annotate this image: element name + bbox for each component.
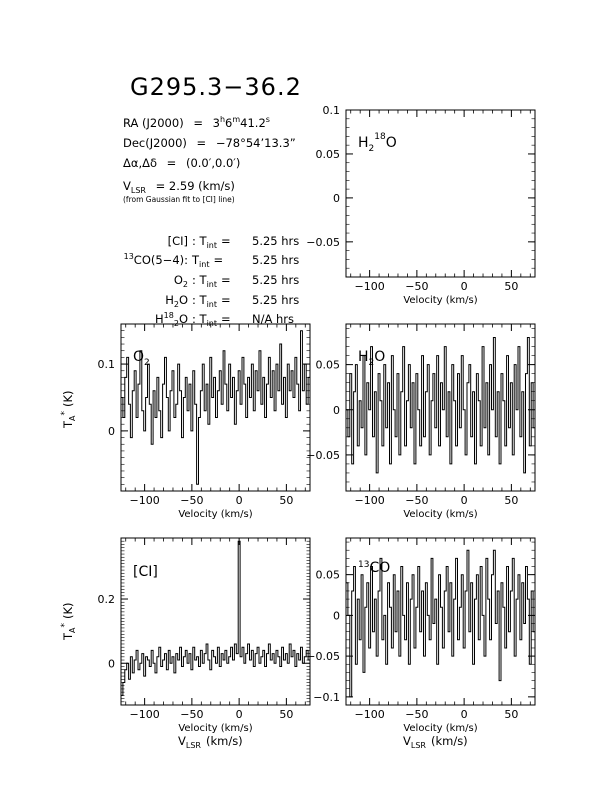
integration-times: [CI] : Tint = 5.25 hrs 13CO(5−4): Tint = 5.25 h… — [124, 234, 300, 328]
y-tick-label: 0.1 — [98, 358, 116, 371]
tint-value: 5.25 hrs — [252, 253, 299, 267]
offset-value: (0.0′,0.0′) — [186, 156, 240, 170]
x-axis-label-vlsr-right: VLSR (km/s) — [403, 734, 468, 750]
tint-line-name: O2 — [174, 273, 188, 289]
panel-label-13co: 13CO — [358, 560, 390, 576]
x-axis-label: Velocity (km/s) — [403, 723, 477, 734]
x-tick-label: 50 — [504, 494, 518, 507]
y-tick-label: 0 — [333, 404, 340, 417]
y-tick-label: 0.05 — [316, 148, 341, 161]
vlsr-note: (from Gaussian fit to [CI] line) — [123, 195, 235, 204]
tint-value: 5.25 hrs — [252, 293, 299, 307]
panel-ci: −100 −50 0 50 0.2 0 Velocity (km/s) [CI] — [98, 537, 311, 734]
spectrum-line-ci — [121, 540, 310, 696]
x-tick-label: −50 — [405, 708, 428, 721]
x-axis-label: Velocity (km/s) — [178, 723, 252, 734]
y-tick-label: 0 — [333, 192, 340, 205]
y-tick-label: −0.05 — [306, 449, 340, 462]
y-tick-label: 0 — [333, 609, 340, 622]
figure-title: G295.3−36.2 — [130, 73, 302, 101]
y-tick-label: 0 — [108, 425, 115, 438]
y-tick-label: −0.05 — [306, 236, 340, 249]
y-axis-label-ta: TA*(K) — [60, 602, 77, 641]
y-axis-label-ta: TA*(K) — [60, 390, 77, 429]
panel-label-h2o: H2O — [358, 349, 385, 368]
x-tick-label: 50 — [504, 280, 518, 293]
x-tick-label: −50 — [405, 280, 428, 293]
svg-text:Dec(J2000) = −78°5: Dec(J2000) = −78°54’13.3” — [123, 136, 296, 150]
tint-label: : Tint = — [192, 273, 231, 289]
x-tick-label: −50 — [180, 494, 203, 507]
y-tick-label: 0.05 — [316, 569, 341, 582]
plot-frame — [345, 109, 536, 278]
vlsr-label: V — [123, 179, 131, 193]
panel-label-h218o: H218O — [358, 132, 397, 154]
ra-label: RA (J2000) — [123, 116, 184, 130]
tint-line-name: H2O — [165, 293, 188, 309]
x-tick-label: 0 — [236, 708, 243, 721]
panel-h218o: −100 −50 0 50 0.1 0.05 0 −0.05 Velocity (km/s) H2… — [306, 104, 536, 306]
tint-label: : Tint = — [192, 234, 231, 250]
plot-frame — [345, 537, 536, 706]
x-axis-label: Velocity (km/s) — [178, 509, 252, 520]
x-tick-label: 0 — [461, 708, 468, 721]
panel-label-o2: O2 — [133, 349, 150, 368]
x-tick-label: 0 — [461, 280, 468, 293]
tint-label: : Tint = — [192, 293, 231, 309]
svg-text:VLSR = 2.59 (km/s): VLSR = 2.59 (km/s) — [123, 179, 235, 196]
panel-o2: −100 −50 0 50 0.1 0 Velocity (km/s) O2 — [98, 323, 311, 520]
x-axis-label: Velocity (km/s) — [403, 509, 477, 520]
x-tick-label: −50 — [405, 494, 428, 507]
ra-seconds: 41.2 — [240, 116, 266, 130]
dec-label: Dec(J2000) — [123, 136, 187, 150]
tint-line-name: [CI] — [168, 234, 188, 248]
y-tick-label: 0.2 — [98, 593, 116, 606]
tint-value: 5.25 hrs — [252, 273, 299, 287]
y-tick-label: 0.1 — [323, 104, 341, 117]
spectrum-line-o2 — [121, 330, 310, 485]
panel-13co: −100 −50 0 50 0.05 0 −0.05 −0.1 Velocity (km/s) 1… — [306, 537, 536, 734]
x-tick-label: 0 — [461, 494, 468, 507]
svg-text:Δα,Δδ = (0.0′,0.0′: Δα,Δδ = (0.0′,0.0′) — [123, 156, 240, 170]
x-tick-label: −100 — [130, 708, 160, 721]
x-axis-label: Velocity (km/s) — [403, 295, 477, 306]
tint-value: N/A hrs — [252, 312, 294, 326]
svg-text:RA (J2000) = 3h6m4: RA (J2000) = 3h6m41.2s — [123, 115, 270, 130]
y-tick-label: 0.05 — [316, 359, 341, 372]
dec-value: −78°54’13.3” — [216, 136, 296, 150]
x-tick-label: 50 — [279, 708, 293, 721]
x-tick-label: −100 — [355, 494, 385, 507]
ra-minutes: 6 — [225, 116, 232, 130]
x-tick-label: −50 — [180, 708, 203, 721]
panel-h2o: −100 −50 0 50 0.05 0 −0.05 Velocity (km/s) H2O — [306, 323, 536, 520]
offset-label: Δα,Δδ — [123, 156, 157, 170]
tint-value: 5.25 hrs — [252, 234, 299, 248]
x-tick-label: 50 — [279, 494, 293, 507]
y-tick-label: 0 — [108, 657, 115, 670]
vlsr-value: = 2.59 (km/s) — [156, 179, 235, 193]
tint-label: Tint = — [191, 253, 223, 269]
x-tick-label: −100 — [355, 708, 385, 721]
tint-label: : Tint = — [192, 312, 231, 328]
plot-frame — [120, 323, 311, 492]
x-tick-label: −100 — [355, 280, 385, 293]
ra-hours: 3 — [213, 116, 220, 130]
tint-line-name: H182O — [155, 311, 188, 328]
x-axis-label-vlsr-left: VLSR (km/s) — [178, 734, 243, 750]
y-tick-label: −0.1 — [313, 691, 340, 704]
x-tick-label: −100 — [130, 494, 160, 507]
info-block: RA (J2000) = 3h6m41.2s Dec(J2000) = −78°… — [123, 115, 299, 328]
spectra-panels: −100 −50 0 50 0.1 0.05 0 −0.05 Velocity (km/s) H2… — [98, 104, 536, 734]
y-tick-label: −0.05 — [306, 650, 340, 663]
spectrum-line-13co — [346, 549, 535, 698]
spectrum-line-h2o — [346, 337, 535, 474]
tint-line-name: 13CO(5−4): — [124, 252, 188, 267]
x-tick-label: 50 — [504, 708, 518, 721]
panel-label-ci: [CI] — [133, 564, 158, 580]
x-tick-label: 0 — [236, 494, 243, 507]
plot-frame — [345, 323, 536, 492]
